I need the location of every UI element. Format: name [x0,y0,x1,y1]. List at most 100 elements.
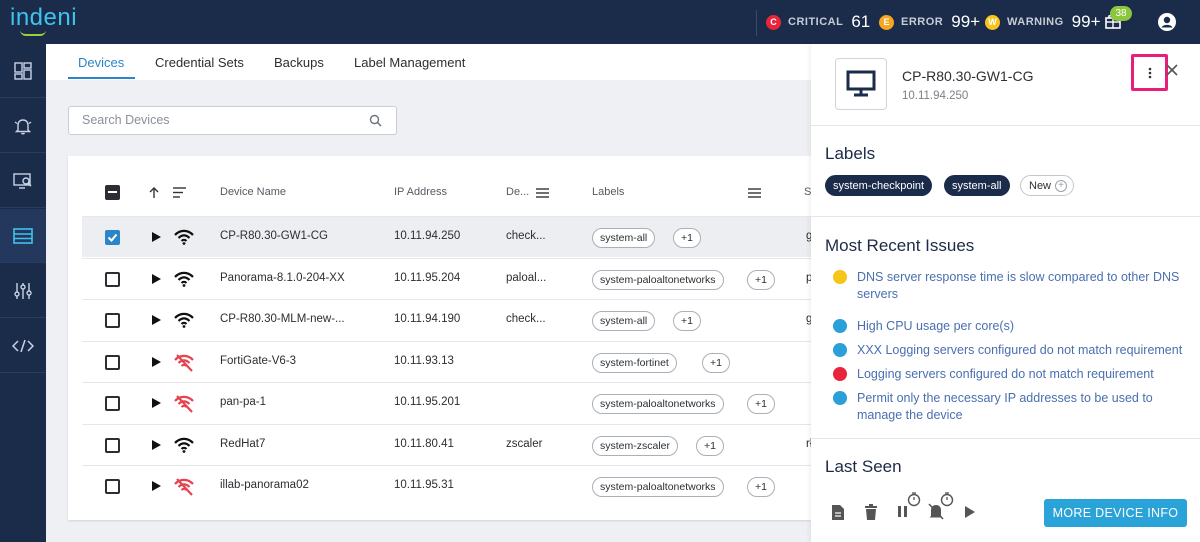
device-name-cell[interactable]: RedHat7 [220,437,266,450]
expand-row-icon[interactable] [152,273,161,284]
wifi-connected-icon [174,229,194,245]
more-labels-chip[interactable]: +1 [696,435,724,456]
label-chip[interactable]: system-paloaltonetworks [592,269,724,290]
label-chip[interactable]: system-fortinet [592,352,677,373]
new-label-button[interactable]: New + [1020,175,1075,196]
critical-summary[interactable]: C CRITICAL 61 [766,0,870,44]
expand-row-icon[interactable] [152,398,161,408]
label-chip[interactable]: system-all [592,311,656,331]
table-row[interactable]: Panorama-8.1.0-204-XX 10.11.95.204 paloal.… [82,257,813,299]
column-menu-icon[interactable] [173,187,186,198]
expand-row-icon[interactable] [152,356,161,367]
device-name-cell[interactable]: pan-pa-1 [220,396,267,408]
tab-backups[interactable]: Backups [274,55,324,70]
expand-row-icon[interactable] [152,315,161,325]
more-labels-chip[interactable]: +1 [673,311,701,331]
run-icon[interactable] [965,506,975,518]
table-row[interactable]: CP-R80.30-GW1-CG 10.11.94.250 check... syst… [82,216,812,257]
more-labels-chip[interactable]: +1 [747,269,775,290]
row-checkbox[interactable] [105,437,120,453]
header-device-type[interactable]: De... [506,186,530,198]
label-chip[interactable]: system-checkpoint [825,175,933,196]
row-checkbox[interactable] [105,479,120,494]
issue-link[interactable]: DNS server response time is slow compare… [857,270,1180,301]
issue-link[interactable]: Logging servers configured do not match … [857,367,1154,381]
device-name-cell[interactable]: CP-R80.30-MLM-new-... [220,313,345,325]
expand-row-icon[interactable] [152,232,161,242]
warning-summary[interactable]: W WARNING 99+ [985,0,1101,44]
pause-timer-icon[interactable] [896,492,922,520]
header-labels-menu-icon[interactable] [748,188,761,198]
row-checkbox[interactable] [105,271,120,287]
label-chip[interactable]: system-paloaltonetworks [592,477,724,497]
close-icon[interactable] [1165,63,1179,77]
label-chip[interactable]: system-zscaler [592,435,679,456]
tab-label-management[interactable]: Label Management [354,55,466,70]
table-row[interactable]: RedHat7 10.11.80.41 zscaler system-zscaler +… [82,423,812,465]
divider [811,125,1200,126]
table-row[interactable]: illab-panorama02 10.11.95.31 system-paloal… [82,465,811,506]
trash-icon[interactable] [864,504,878,521]
nav-alerts[interactable] [0,99,46,153]
document-icon[interactable] [831,504,845,521]
header-device-type-menu-icon[interactable] [536,188,549,198]
topbar-divider [756,10,757,36]
nav-dashboard[interactable] [0,44,46,98]
dashboard-icon [14,61,32,80]
nav-devices[interactable] [0,209,46,263]
more-labels-chip[interactable]: +1 [673,228,701,248]
ip-address-cell: 10.11.95.204 [394,271,461,284]
device-name-cell[interactable]: Panorama-8.1.0-204-XX [220,271,345,284]
device-detail-panel: CP-R80.30-GW1-CG 10.11.94.250 Labels sys… [811,44,1200,542]
row-checkbox[interactable] [105,354,120,370]
code-icon [12,339,34,352]
clipped-cell: p [806,271,813,284]
more-device-info-button[interactable]: MORE DEVICE INFO [1044,499,1187,527]
expand-row-icon[interactable] [152,439,161,450]
nav-developer[interactable] [0,319,46,373]
row-checkbox[interactable] [105,396,120,411]
header-ip-address[interactable]: IP Address [394,186,447,198]
issue-link[interactable]: XXX Logging servers configured do not ma… [857,343,1183,357]
device-name-cell[interactable]: CP-R80.30-GW1-CG [220,230,328,242]
nav-settings[interactable] [0,264,46,318]
severity-dot-icon [833,343,847,357]
tab-credential-sets[interactable]: Credential Sets [155,55,244,70]
device-name-cell[interactable]: illab-panorama02 [220,479,309,491]
more-options-button[interactable] [1131,54,1168,91]
search-icon[interactable] [369,114,382,127]
table-row[interactable]: pan-pa-1 10.11.95.201 system-paloaltonetwo… [82,382,811,423]
ip-address-cell: 10.11.80.41 [394,437,454,450]
device-name: CP-R80.30-GW1-CG [902,68,1034,84]
header-labels[interactable]: Labels [592,186,625,198]
user-account-icon[interactable] [1157,12,1177,32]
ip-address-cell: 10.11.93.13 [394,354,454,367]
issues-heading: Most Recent Issues [825,236,975,255]
device-type-cell: paloal... [506,271,547,284]
more-labels-chip[interactable]: +1 [747,477,775,497]
label-chip[interactable]: system-all [592,228,656,248]
sort-arrow-icon[interactable] [148,186,160,199]
error-summary[interactable]: E ERROR 99+ [879,0,980,44]
issue-link[interactable]: High CPU usage per core(s) [857,319,1015,333]
expand-row-icon[interactable] [152,481,161,491]
device-name-cell[interactable]: FortiGate-V6-3 [220,354,297,367]
issue-link[interactable]: Permit only the necessary IP addresses t… [857,391,1153,422]
top-bar: indeni C CRITICAL 61 E ERROR 99+ W WARNI… [0,0,1200,44]
label-chip[interactable]: system-paloaltonetworks [592,394,724,414]
warning-count: 99+ [1071,12,1101,31]
row-checkbox[interactable] [105,230,120,245]
mute-timer-icon[interactable] [928,492,954,520]
nav-monitoring[interactable] [0,154,46,208]
label-chip[interactable]: system-all [944,175,1010,196]
row-checkbox[interactable] [105,313,120,328]
more-labels-chip[interactable]: +1 [702,352,730,373]
indeni-logo[interactable]: indeni [10,4,78,31]
table-row[interactable]: CP-R80.30-MLM-new-... 10.11.94.190 check..… [82,299,812,340]
select-all-checkbox[interactable] [105,185,120,200]
search-input[interactable] [82,113,352,127]
header-device-name[interactable]: Device Name [220,186,287,198]
more-labels-chip[interactable]: +1 [747,394,775,414]
tab-devices[interactable]: Devices [78,55,125,70]
table-row[interactable]: FortiGate-V6-3 10.11.93.13 system-fortinet… [82,340,811,382]
